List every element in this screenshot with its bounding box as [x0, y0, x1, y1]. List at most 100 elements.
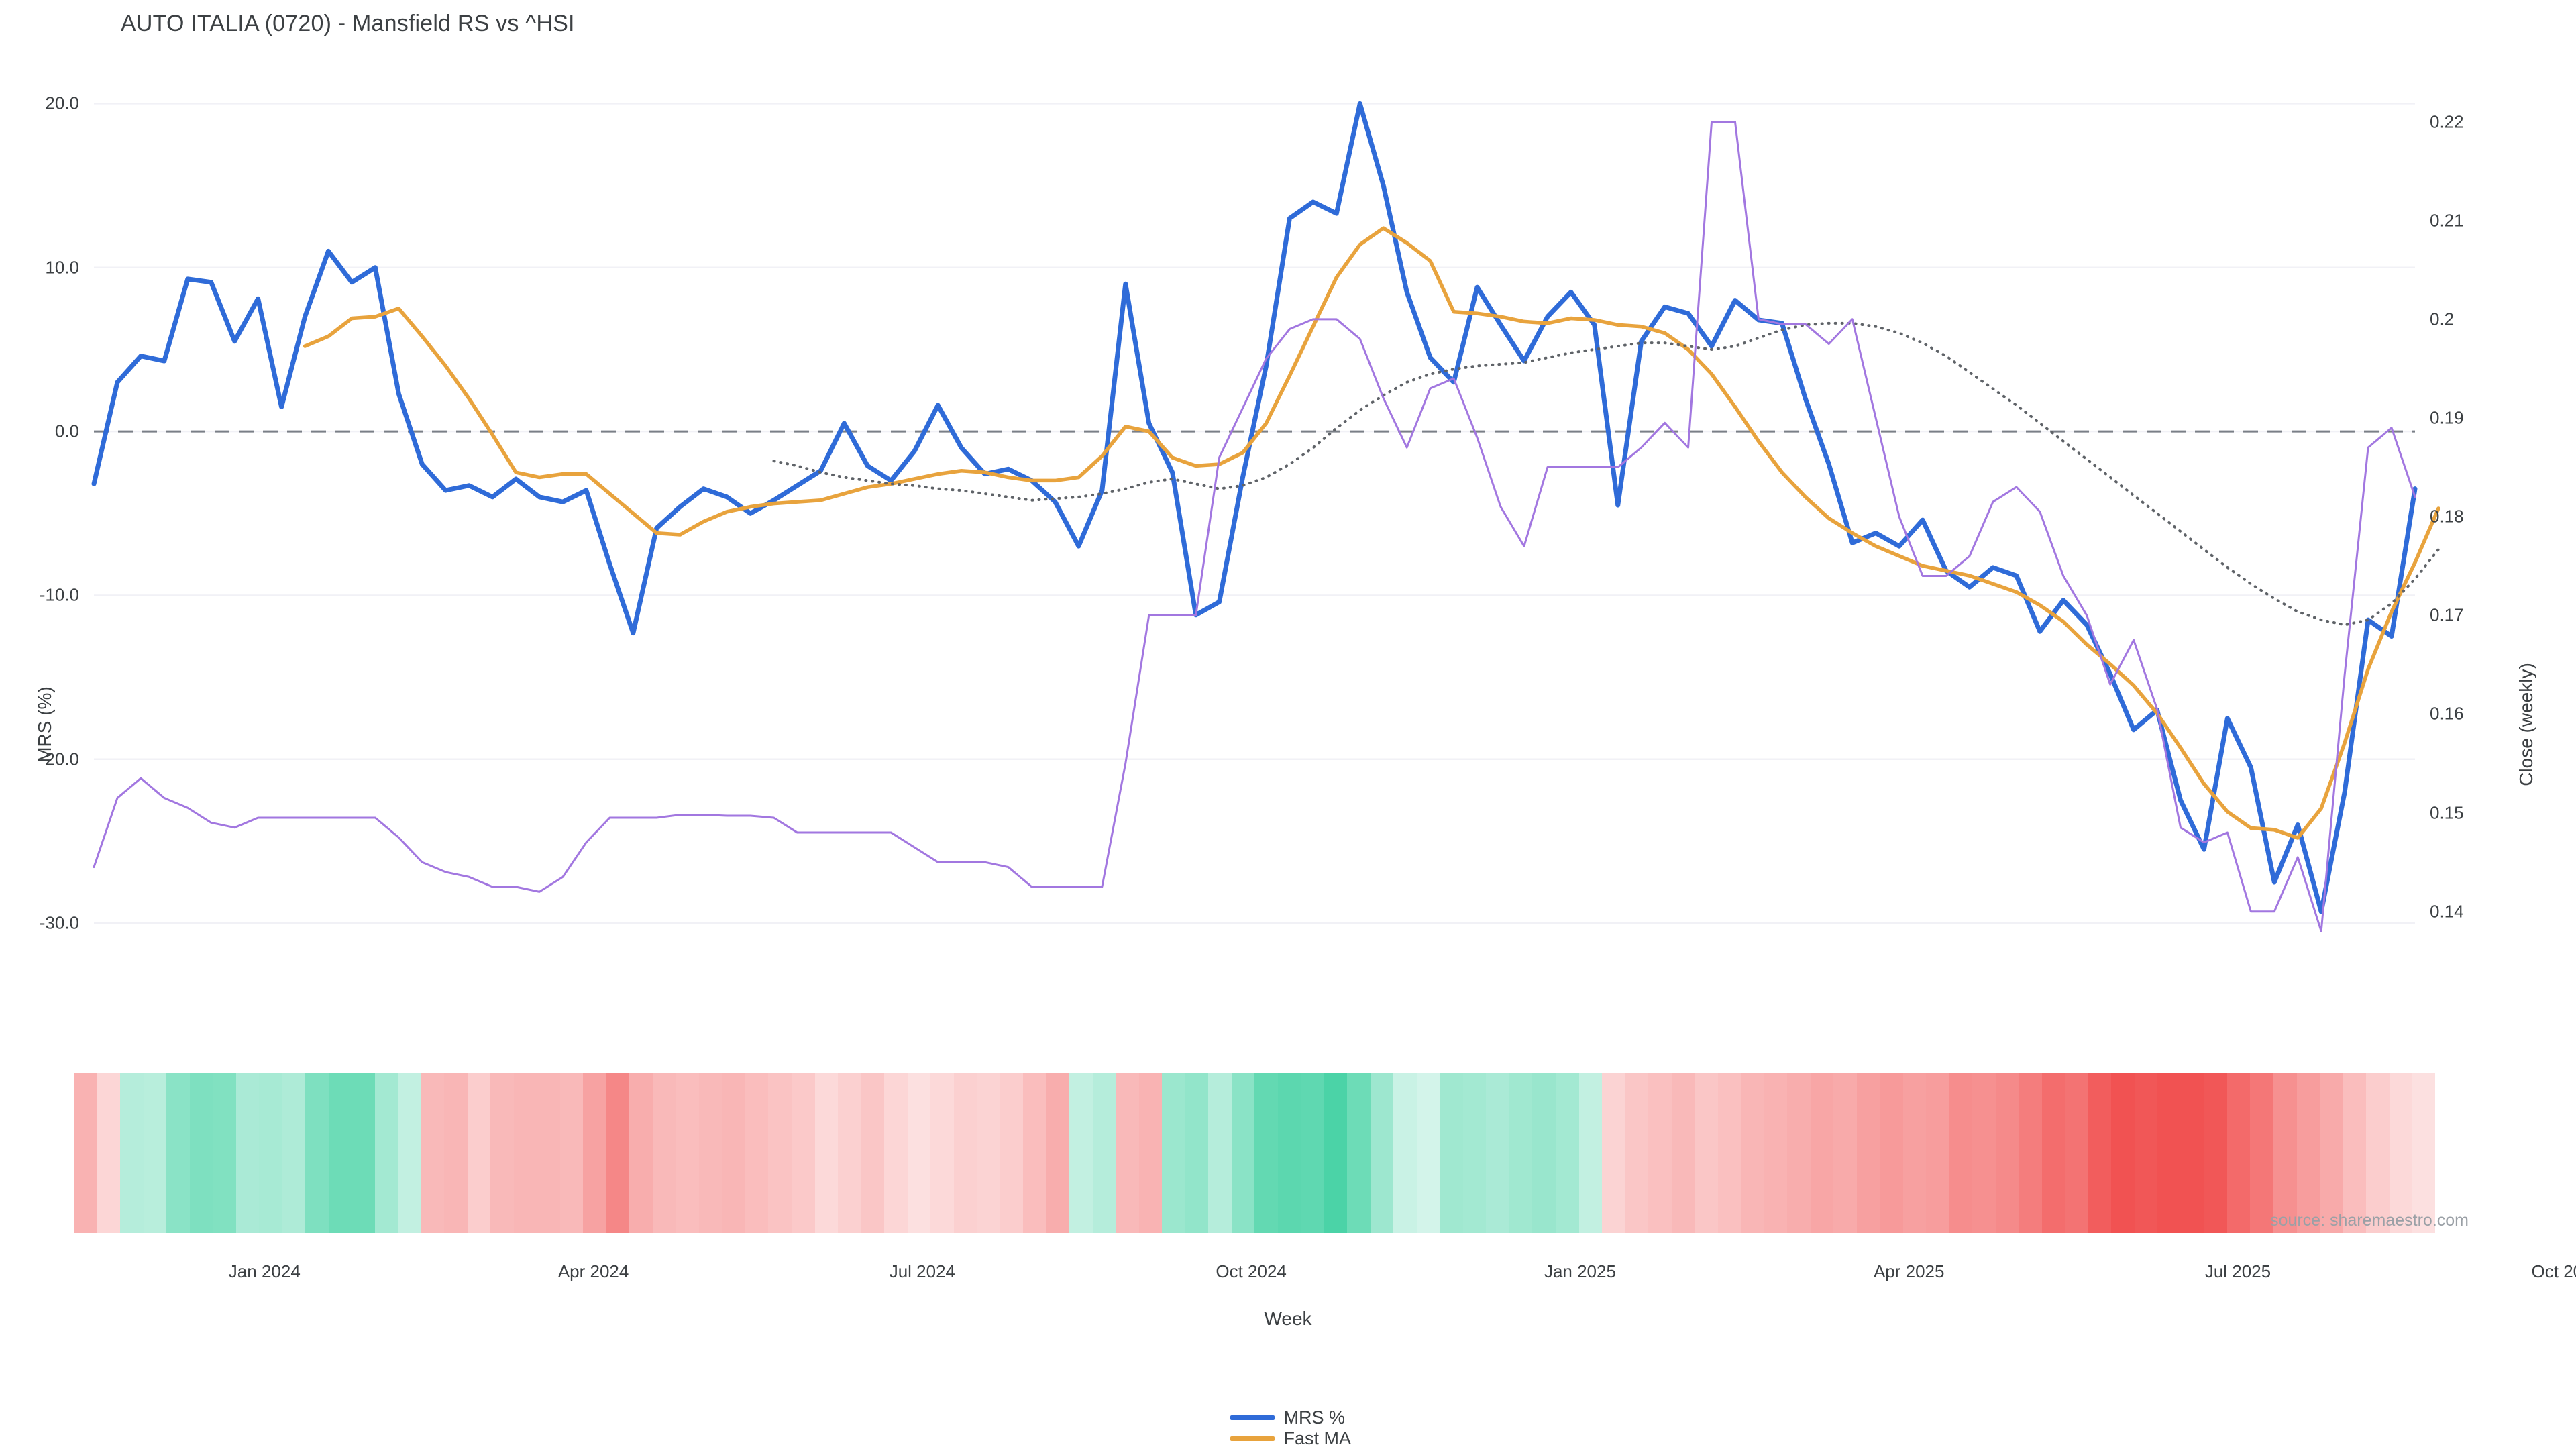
heatmap-cell — [490, 1073, 514, 1233]
y-tick-left: 20.0 — [45, 93, 79, 113]
y-tick-left: 0.0 — [54, 421, 79, 441]
heatmap-cell — [1486, 1073, 1509, 1233]
heatmap-cell — [1277, 1073, 1301, 1233]
heatmap-cell — [2389, 1073, 2413, 1233]
y-tick-left: -10.0 — [39, 584, 79, 605]
heatmap-cell — [467, 1073, 491, 1233]
heatmap-cell — [1926, 1073, 1949, 1233]
heatmap-cell — [583, 1073, 606, 1233]
heatmap-cell — [352, 1073, 375, 1233]
heatmap-cell — [1625, 1073, 1649, 1233]
y-tick-left: 10.0 — [45, 257, 79, 278]
heatmap-cell — [1116, 1073, 1139, 1233]
heatmap-cell — [120, 1073, 144, 1233]
heatmap-cell — [1695, 1073, 1718, 1233]
heatmap-cell — [2250, 1073, 2273, 1233]
gridlines — [94, 103, 2415, 923]
heatmap-cell — [2088, 1073, 2112, 1233]
heatmap-cell — [1092, 1073, 1116, 1233]
series-line-fast-ma — [305, 228, 2438, 838]
heatmap-cell — [559, 1073, 584, 1233]
heatmap-cell — [2111, 1073, 2135, 1233]
heatmap-cell — [1717, 1073, 1741, 1233]
heatmap-cell — [282, 1073, 306, 1233]
heatmap-cell — [1972, 1073, 1996, 1233]
heatmap-cell — [1046, 1073, 1070, 1233]
heatmap-cell — [1023, 1073, 1046, 1233]
heatmap-cell — [1185, 1073, 1209, 1233]
momentum-heatmap-strip — [74, 1073, 2435, 1233]
heatmap-cell — [2065, 1073, 2088, 1233]
heatmap-cell — [2273, 1073, 2297, 1233]
heatmap-cell — [2296, 1073, 2320, 1233]
heatmap-cell — [1856, 1073, 1880, 1233]
heatmap-cell — [1138, 1073, 1163, 1233]
heatmap-cell — [722, 1073, 745, 1233]
y-tick-left: -30.0 — [39, 912, 79, 933]
heatmap-cell — [1440, 1073, 1463, 1233]
heatmap-cell — [884, 1073, 908, 1233]
x-tick: Jul 2024 — [889, 1261, 956, 1281]
y-tick-right: 0.17 — [2430, 604, 2464, 625]
heatmap-cell — [328, 1073, 352, 1233]
heatmap-cell — [953, 1073, 977, 1233]
x-axis-ticks: Jan 2024 Apr 2024 Jul 2024 Oct 2024 Jan 2025… — [94, 1261, 2576, 1288]
heatmap-cell — [1347, 1073, 1371, 1233]
heatmap-cell — [977, 1073, 1000, 1233]
heatmap-cell — [1208, 1073, 1232, 1233]
heatmap-cell — [235, 1073, 260, 1233]
heatmap-cell — [189, 1073, 213, 1233]
heatmap-cell — [166, 1073, 190, 1233]
y-tick-right: 0.22 — [2430, 111, 2464, 131]
heatmap-cell — [861, 1073, 885, 1233]
heatmap-cell — [606, 1073, 630, 1233]
heatmap-cell — [652, 1073, 676, 1233]
heatmap-cell — [1162, 1073, 1185, 1233]
heatmap-cell — [1602, 1073, 1625, 1233]
heatmap-cell — [1301, 1073, 1324, 1233]
heatmap-cell — [1578, 1073, 1603, 1233]
heatmap-cell — [768, 1073, 792, 1233]
heatmap-cell — [1370, 1073, 1394, 1233]
heatmap-cell — [1254, 1073, 1278, 1233]
heatmap-cell — [1069, 1073, 1093, 1233]
x-tick: Oct 2024 — [1216, 1261, 1287, 1281]
y-axis-right-label: Close (weekly) — [2516, 663, 2537, 786]
heatmap-cell — [930, 1073, 954, 1233]
heatmap-cell — [259, 1073, 282, 1233]
heatmap-cell — [143, 1073, 167, 1233]
heatmap-cell — [213, 1073, 236, 1233]
heatmap-cell — [1648, 1073, 1672, 1233]
heatmap-cell — [2320, 1073, 2343, 1233]
legend-items: MRS %Fast MASlow MAWeekly Close — [1230, 1407, 1417, 1449]
heatmap-cell — [2041, 1073, 2065, 1233]
legend: Series MRS %Fast MASlow MAWeekly Close — [0, 1407, 2576, 1449]
heatmap-cell — [629, 1073, 653, 1233]
heatmap-cell — [444, 1073, 468, 1233]
heatmap-cell — [2180, 1073, 2204, 1233]
x-tick: Apr 2025 — [1873, 1261, 1945, 1281]
heatmap-cell — [1509, 1073, 1533, 1233]
x-tick: Jul 2025 — [2204, 1261, 2271, 1281]
plot-area — [94, 87, 2415, 956]
heatmap-cell — [1324, 1073, 1348, 1233]
heatmap-cell — [1462, 1073, 1487, 1233]
heatmap-cell — [907, 1073, 931, 1233]
heatmap-cell — [1556, 1073, 1579, 1233]
heatmap-cell — [1671, 1073, 1695, 1233]
legend-item-mrs[interactable]: MRS % — [1230, 1407, 1394, 1428]
y-tick-right: 0.16 — [2430, 703, 2464, 724]
y-tick-right: 0.18 — [2430, 506, 2464, 527]
heatmap-cell — [791, 1073, 815, 1233]
series-lines — [94, 103, 2438, 931]
page-title: AUTO ITALIA (0720) - Mansfield RS vs ^HS… — [121, 11, 575, 36]
heatmap-cell — [698, 1073, 722, 1233]
heatmap-cell — [2343, 1073, 2367, 1233]
heatmap-cell — [513, 1073, 537, 1233]
legend-item-fast-ma[interactable]: Fast MA — [1230, 1428, 1394, 1449]
x-tick: Apr 2024 — [557, 1261, 629, 1281]
heatmap-cell — [398, 1073, 421, 1233]
heatmap-cell — [2134, 1073, 2158, 1233]
x-axis-label: Week — [1264, 1308, 1312, 1329]
